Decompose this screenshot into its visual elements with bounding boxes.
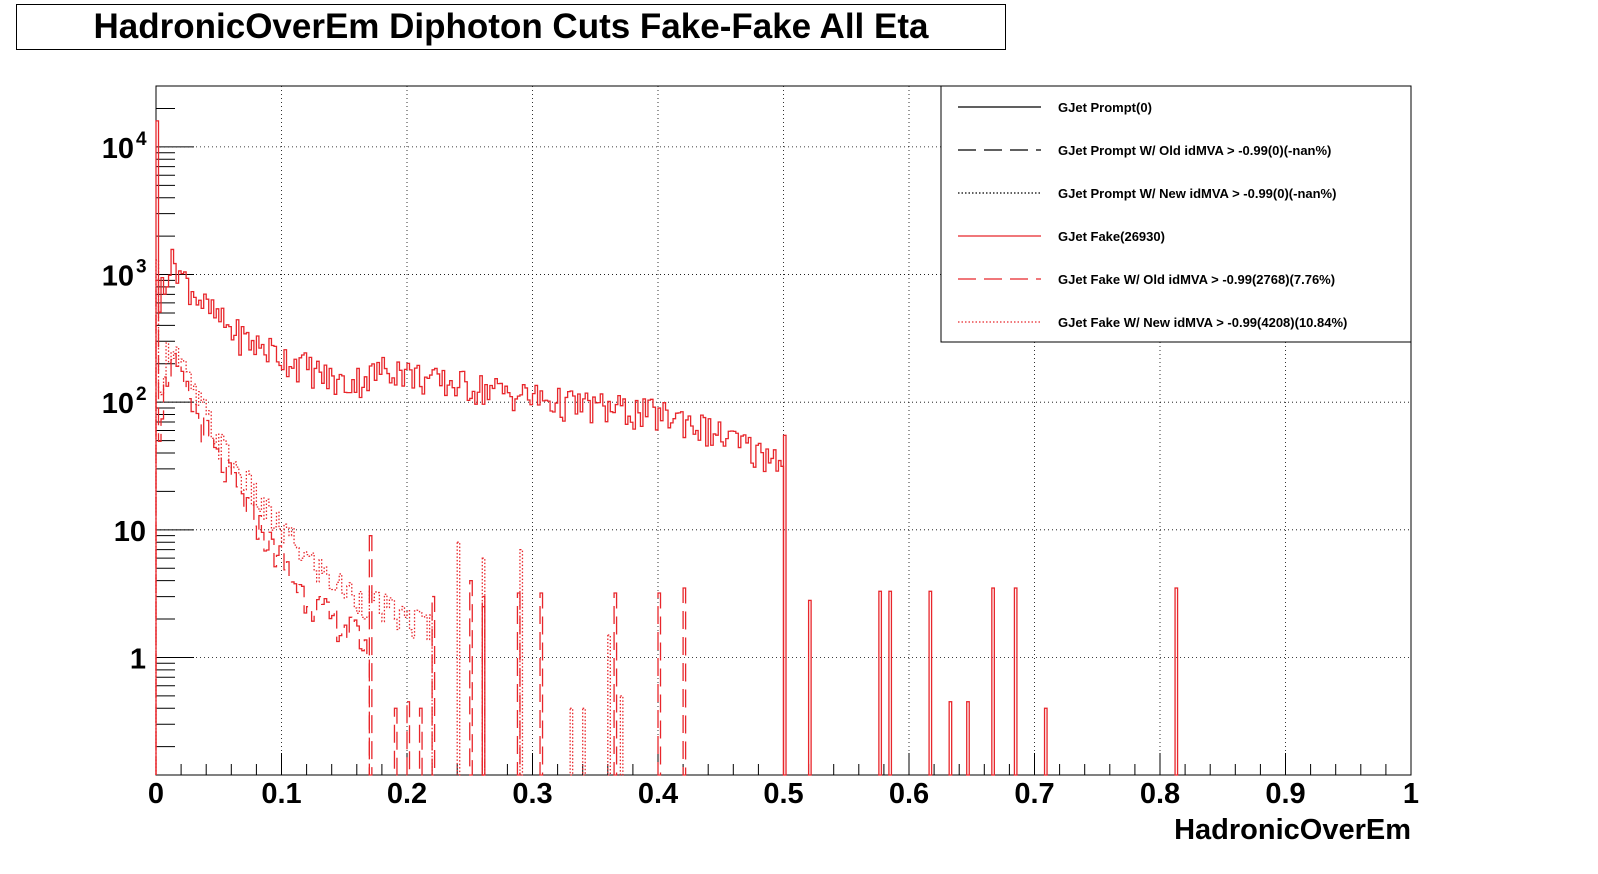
x-tick-label: 0.4 [638, 778, 678, 810]
histogram-spike [878, 590, 883, 776]
histogram-spike [607, 634, 611, 776]
histogram-spike [393, 707, 398, 776]
histogram-spike [516, 592, 521, 776]
histogram-spike [1174, 587, 1179, 776]
legend-label: GJet Fake(26930) [1058, 229, 1165, 244]
legend-label: GJet Prompt W/ New idMVA > -0.99(0)(-nan… [1058, 186, 1336, 201]
histogram-spike [928, 590, 933, 776]
x-tick-label: 1 [1403, 778, 1419, 810]
legend-label: GJet Prompt W/ Old idMVA > -0.99(0)(-nan… [1058, 143, 1331, 158]
histogram-spike [948, 701, 953, 776]
chart-title-box: HadronicOverEm Diphoton Cuts Fake-Fake A… [16, 4, 1006, 50]
histogram-series [155, 120, 785, 775]
histogram-spike [539, 592, 544, 776]
legend-label: GJet Fake W/ Old idMVA > -0.99(2768)(7.7… [1058, 272, 1335, 287]
histogram-spike [456, 541, 461, 776]
y-tick-label: 10 [102, 388, 134, 420]
histogram-spike [569, 707, 574, 776]
x-tick-label: 0.1 [261, 778, 301, 810]
histogram-spike [613, 592, 618, 776]
y-tick-exponent: 3 [136, 257, 147, 278]
x-tick-label: 0.8 [1140, 778, 1180, 810]
histogram-spike [368, 535, 373, 776]
chart-title: HadronicOverEm Diphoton Cuts Fake-Fake A… [93, 7, 929, 46]
y-tick-exponent: 4 [136, 129, 147, 150]
histogram-spike [657, 592, 662, 776]
y-tick-label: 1 [130, 643, 146, 675]
histogram-spike [582, 707, 586, 776]
x-tick-label: 0.6 [889, 778, 929, 810]
x-tick-label: 0.3 [512, 778, 552, 810]
histogram-spike [431, 595, 436, 776]
histogram-spike [406, 701, 411, 776]
legend-label: GJet Fake W/ New idMVA > -0.99(4208)(10.… [1058, 315, 1347, 330]
histogram-series [155, 259, 433, 775]
histogram-spike [619, 695, 624, 776]
histogram-spike [519, 548, 524, 776]
legend-box [940, 85, 1412, 343]
x-tick-label: 0.5 [763, 778, 803, 810]
histogram-spike [1013, 587, 1018, 776]
histogram-spike [1043, 707, 1048, 776]
histogram-spike [991, 587, 995, 776]
histogram-spike [469, 579, 473, 776]
histogram-series [155, 279, 370, 775]
y-tick-label: 10 [102, 261, 134, 293]
y-tick-exponent: 2 [136, 384, 147, 405]
x-tick-label: 0 [148, 778, 164, 810]
histogram-spike [888, 590, 893, 776]
x-tick-label: 0.9 [1265, 778, 1305, 810]
histogram-spike [682, 587, 687, 776]
x-axis-label: HadronicOverEm [1174, 814, 1411, 846]
histogram-spike [782, 434, 787, 776]
y-tick-label: 10 [114, 516, 146, 548]
x-tick-label: 0.7 [1014, 778, 1054, 810]
y-tick-label: 10 [102, 133, 134, 165]
histogram-spike [807, 599, 812, 776]
histogram-spike [418, 707, 423, 776]
histogram-spike [481, 557, 486, 776]
legend-label: GJet Prompt(0) [1058, 100, 1152, 115]
histogram-spike [966, 701, 970, 776]
x-tick-label: 0.2 [387, 778, 427, 810]
